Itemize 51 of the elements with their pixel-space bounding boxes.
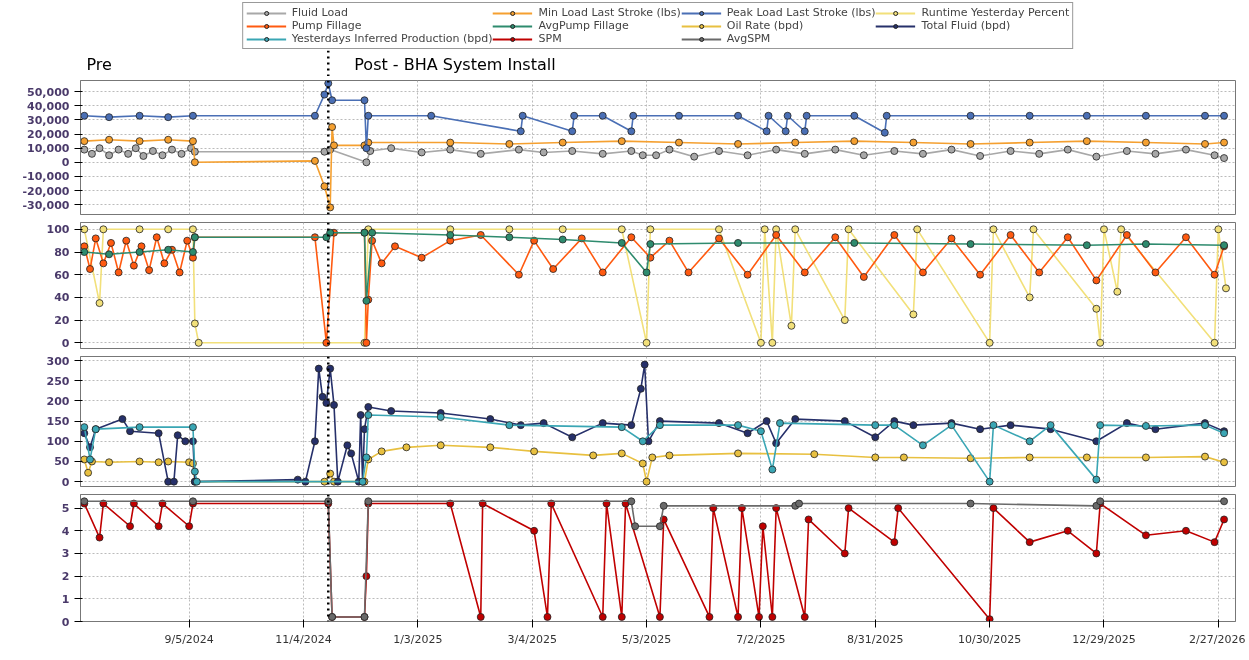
legend-label: Total Fluid (bpd) [921,19,1011,32]
x-tick-label: 1/3/2025 [393,632,443,646]
y-tick-label: 0 [61,615,70,629]
y-tick-label: 30,000 [27,113,70,127]
y-tick-label: 80 [54,246,70,260]
x-tick-label: 2/27/2026 [1189,632,1246,646]
legend-label: Oil Rate (bpd) [726,19,804,32]
x-tick-label: 11/4/2024 [275,632,332,646]
y-tick-label: -20,000 [22,184,70,198]
legend-label: Min Load Last Stroke (lbs) [538,6,681,19]
y-tick-label: 100 [46,223,70,237]
y-tick-label: 200 [46,394,70,408]
legend-label: Pump Fillage [291,19,362,32]
y-tick-label: 5 [61,502,70,516]
x-tick-label: 5/3/2025 [621,632,672,646]
y-tick-label: 0 [61,336,70,350]
y-tick-label: 1 [61,592,70,606]
x-tick-label: 8/31/2025 [847,632,904,646]
x-tick-label: 9/5/2024 [164,632,214,646]
legend-label: Runtime Yesterday Percent [921,6,1070,19]
legend-label: SPM [538,32,562,45]
y-tick-label: 4 [61,524,70,538]
text: Pre [86,54,112,74]
x-tick-label: 3/4/2025 [507,632,557,646]
text: Post - BHA System Install [354,54,556,74]
y-tick-label: 10,000 [27,142,70,156]
y-tick-label: 40,000 [27,99,70,113]
y-tick-label: -10,000 [22,170,70,184]
y-tick-label: 250 [46,374,70,388]
y-tick-label: 3 [61,547,70,561]
y-tick-label: 60 [54,268,70,282]
legend-label: Yesterdays Inferred Production (bpd) [291,32,493,45]
y-tick-label: 300 [46,354,70,368]
y-tick-label: -30,000 [22,198,70,212]
y-tick-label: 0 [61,156,70,170]
legend-label: Fluid Load [291,6,348,19]
y-tick-label: 50 [54,455,70,469]
y-tick-label: 20,000 [27,128,70,142]
y-tick-label: 40 [54,291,70,305]
x-tick-label: 7/2/2025 [736,632,786,646]
y-tick-label: 0 [61,475,70,489]
y-tick-label: 20 [54,314,70,328]
x-tick-label: 10/30/2025 [957,632,1022,646]
x-tick-label: 12/29/2025 [1072,632,1136,646]
y-tick-label: 50,000 [27,85,70,99]
legend-label: AvgSPM [726,32,771,45]
y-tick-label: 2 [61,570,70,584]
legend-label: Peak Load Last Stroke (lbs) [726,6,876,19]
legend-label: AvgPump Fillage [538,19,629,32]
y-tick-label: 100 [46,435,70,449]
y-tick-label: 150 [46,415,70,429]
